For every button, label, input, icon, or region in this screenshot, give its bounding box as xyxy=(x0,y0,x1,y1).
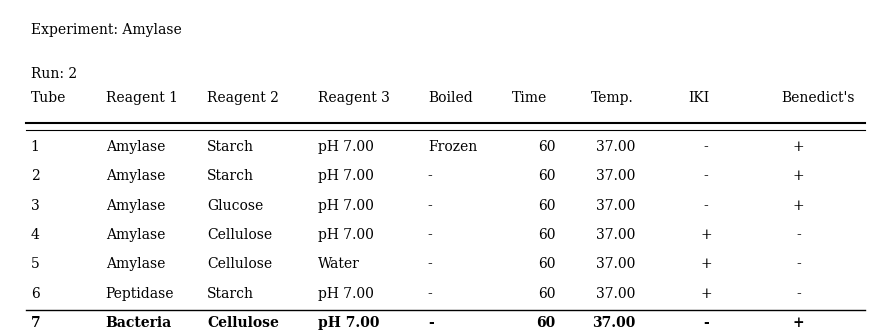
Text: 60: 60 xyxy=(538,228,556,242)
Text: 6: 6 xyxy=(30,287,39,301)
Text: -: - xyxy=(704,140,708,154)
Text: IKI: IKI xyxy=(688,91,709,105)
Text: -: - xyxy=(428,257,433,271)
Text: 37.00: 37.00 xyxy=(596,169,635,183)
Text: 37.00: 37.00 xyxy=(592,316,635,330)
Text: pH 7.00: pH 7.00 xyxy=(317,169,373,183)
Text: Amylase: Amylase xyxy=(106,169,165,183)
Text: -: - xyxy=(428,228,433,242)
Text: Frozen: Frozen xyxy=(428,140,477,154)
Text: Bacteria: Bacteria xyxy=(106,316,172,330)
Text: 60: 60 xyxy=(538,169,556,183)
Text: 37.00: 37.00 xyxy=(596,228,635,242)
Text: Experiment: Amylase: Experiment: Amylase xyxy=(30,23,182,37)
Text: Time: Time xyxy=(511,91,547,105)
Text: -: - xyxy=(703,316,708,330)
Text: 37.00: 37.00 xyxy=(596,287,635,301)
Text: Boiled: Boiled xyxy=(428,91,472,105)
Text: 1: 1 xyxy=(30,140,39,154)
Text: -: - xyxy=(797,257,801,271)
Text: Reagent 1: Reagent 1 xyxy=(106,91,177,105)
Text: 37.00: 37.00 xyxy=(596,140,635,154)
Text: +: + xyxy=(700,228,712,242)
Text: 60: 60 xyxy=(538,140,556,154)
Text: Starch: Starch xyxy=(208,169,254,183)
Text: -: - xyxy=(428,287,433,301)
Text: -: - xyxy=(428,169,433,183)
Text: 37.00: 37.00 xyxy=(596,199,635,213)
Text: -: - xyxy=(704,199,708,213)
Text: -: - xyxy=(428,316,434,330)
Text: +: + xyxy=(793,140,805,154)
Text: -: - xyxy=(428,199,433,213)
Text: Benedict's: Benedict's xyxy=(781,91,854,105)
Text: Amylase: Amylase xyxy=(106,228,165,242)
Text: +: + xyxy=(793,199,805,213)
Text: 60: 60 xyxy=(536,316,556,330)
Text: Run: 2: Run: 2 xyxy=(30,67,77,81)
Text: 4: 4 xyxy=(30,228,39,242)
Text: -: - xyxy=(797,287,801,301)
Text: Amylase: Amylase xyxy=(106,140,165,154)
Text: 2: 2 xyxy=(30,169,39,183)
Text: 3: 3 xyxy=(30,199,39,213)
Text: +: + xyxy=(700,257,712,271)
Text: Tube: Tube xyxy=(30,91,66,105)
Text: 60: 60 xyxy=(538,257,556,271)
Text: Cellulose: Cellulose xyxy=(208,228,273,242)
Text: Cellulose: Cellulose xyxy=(208,316,279,330)
Text: pH 7.00: pH 7.00 xyxy=(317,287,373,301)
Text: +: + xyxy=(793,316,805,330)
Text: pH 7.00: pH 7.00 xyxy=(317,228,373,242)
Text: Water: Water xyxy=(317,257,359,271)
Text: +: + xyxy=(793,169,805,183)
Text: -: - xyxy=(797,228,801,242)
Text: 5: 5 xyxy=(30,257,39,271)
Text: Amylase: Amylase xyxy=(106,199,165,213)
Text: 60: 60 xyxy=(538,287,556,301)
Text: Glucose: Glucose xyxy=(208,199,264,213)
Text: +: + xyxy=(700,287,712,301)
Text: pH 7.00: pH 7.00 xyxy=(317,199,373,213)
Text: Reagent 3: Reagent 3 xyxy=(317,91,389,105)
Text: pH 7.00: pH 7.00 xyxy=(317,140,373,154)
Text: pH 7.00: pH 7.00 xyxy=(317,316,379,330)
Text: Peptidase: Peptidase xyxy=(106,287,174,301)
Text: Amylase: Amylase xyxy=(106,257,165,271)
Text: 60: 60 xyxy=(538,199,556,213)
Text: Reagent 2: Reagent 2 xyxy=(208,91,279,105)
Text: Temp.: Temp. xyxy=(591,91,634,105)
Text: 7: 7 xyxy=(30,316,40,330)
Text: 37.00: 37.00 xyxy=(596,257,635,271)
Text: Starch: Starch xyxy=(208,287,254,301)
Text: Cellulose: Cellulose xyxy=(208,257,273,271)
Text: -: - xyxy=(704,169,708,183)
Text: Starch: Starch xyxy=(208,140,254,154)
